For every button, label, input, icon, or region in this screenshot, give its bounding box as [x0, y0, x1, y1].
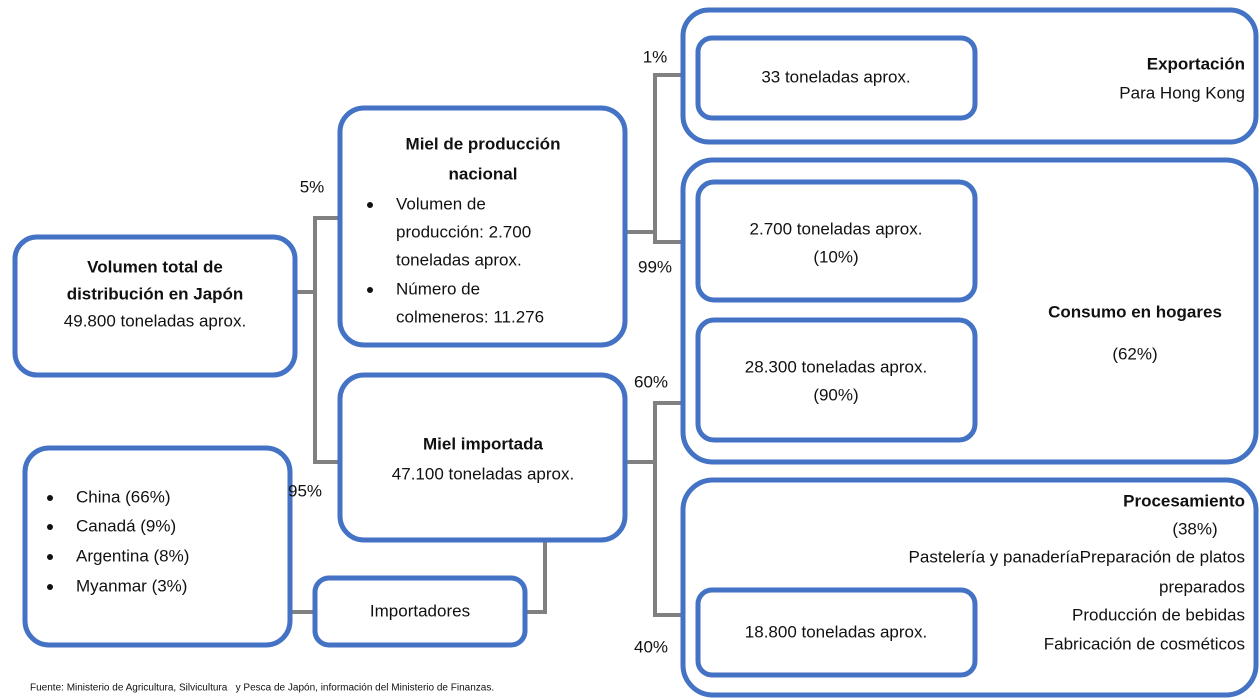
bullet [367, 287, 373, 293]
total-title: Volumen total de [87, 257, 223, 276]
processing-use: preparados [1159, 577, 1245, 596]
export-amount-box [695, 35, 978, 121]
bullet [47, 495, 53, 501]
imported-box [337, 372, 628, 543]
household-domestic-share: (10%) [813, 247, 858, 266]
processing-amount: 18.800 toneladas aprox. [745, 622, 927, 641]
origin: Myanmar (3%) [76, 576, 187, 595]
domestic-title: nacional [449, 164, 518, 183]
source-note: Fuente: Ministerio de Agricultura, Silvi… [30, 683, 494, 694]
imported-title: Miel importada [423, 434, 544, 453]
domestic-bullet: producción: 2.700 [396, 222, 531, 241]
processing-use: Producción de bebidas [1072, 605, 1245, 624]
domestic-bullet: Número de [396, 279, 480, 298]
domestic-bullet: Volumen de [396, 194, 486, 213]
flow-label: 95% [288, 481, 322, 500]
export-destination: Para Hong Kong [1119, 83, 1245, 102]
flow-label: 1% [643, 47, 668, 66]
processing-use: Fabricación de cosméticos [1044, 634, 1245, 653]
origin: Canadá (9%) [76, 516, 176, 535]
total-amount: 49.800 toneladas aprox. [64, 311, 246, 330]
household-imported-amount: 28.300 toneladas aprox. [745, 357, 927, 376]
connector [653, 401, 698, 617]
export-title: Exportación [1147, 54, 1245, 73]
bullet [47, 554, 53, 560]
domestic-bullet: colmeneros: 11.276 [396, 307, 544, 326]
bullet [47, 584, 53, 590]
household-domestic-box [695, 179, 978, 303]
connector [525, 540, 547, 614]
domestic-box [337, 105, 628, 348]
total-title: distribución en Japón [67, 284, 244, 303]
household-share: (62%) [1112, 344, 1157, 363]
imported-amount: 47.100 toneladas aprox. [392, 464, 574, 483]
domestic-title: Miel de producción [406, 134, 561, 153]
importers-box [312, 575, 528, 648]
processing-use: Pastelería y panaderíaPreparación de pla… [909, 547, 1245, 566]
origins-box [22, 445, 293, 648]
total-box [12, 234, 298, 378]
household-title: Consumo en hogares [1048, 302, 1222, 321]
processing-share: (38%) [1172, 519, 1217, 538]
household-imported-share: (90%) [813, 385, 858, 404]
export-amount: 33 toneladas aprox. [761, 67, 910, 86]
connectors [290, 73, 698, 617]
household-imported-box [695, 317, 978, 443]
connector [653, 73, 698, 244]
flow-label: 60% [634, 372, 668, 391]
household-domestic-amount: 2.700 toneladas aprox. [750, 219, 923, 238]
flow-label: 99% [638, 257, 672, 276]
domestic-bullet: toneladas aprox. [396, 250, 522, 269]
flow-label: 40% [634, 637, 668, 656]
bullet [47, 524, 53, 530]
flow-label: 5% [300, 177, 325, 196]
processing-title: Procesamiento [1123, 491, 1245, 510]
processing-amount-box [695, 587, 978, 678]
origin: Argentina (8%) [76, 546, 189, 565]
origin: China (66%) [76, 487, 171, 506]
importers-label: Importadores [370, 601, 470, 620]
connector [313, 216, 340, 464]
bullet [367, 202, 373, 208]
